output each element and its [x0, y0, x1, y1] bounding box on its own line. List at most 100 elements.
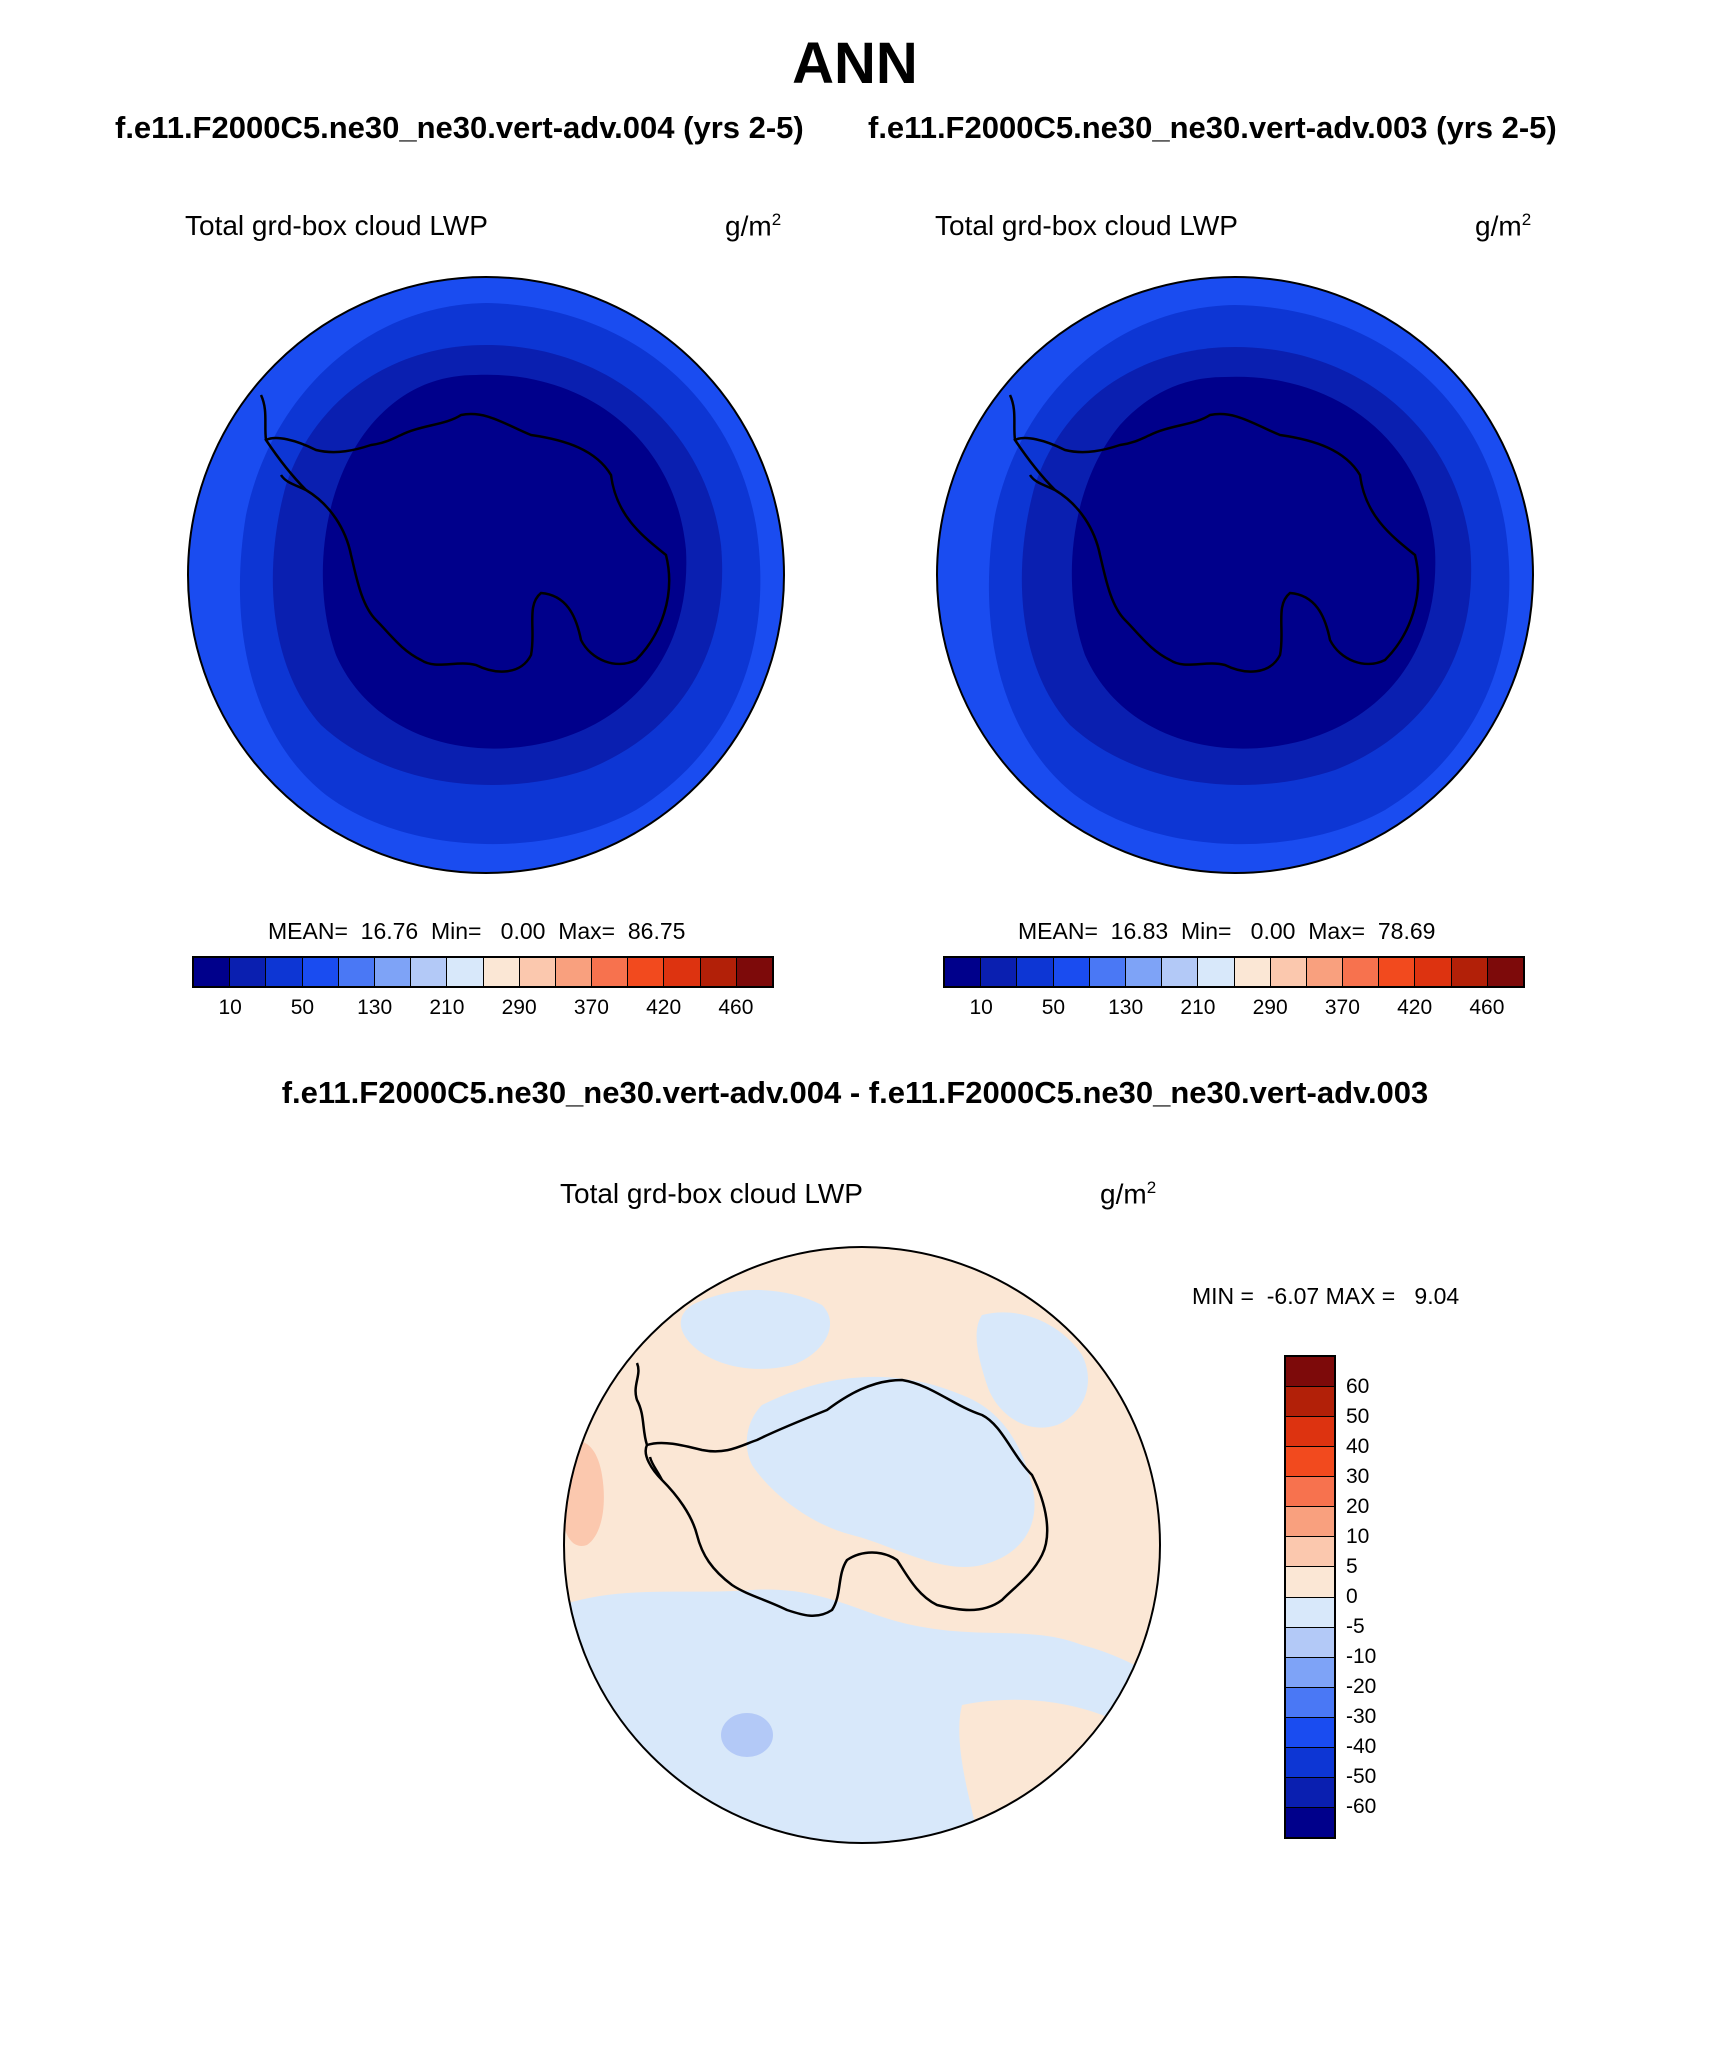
diff-colorbar-tick-label: 10 — [1346, 1525, 1370, 1548]
diff-colorbar-tick-label: 50 — [1346, 1405, 1370, 1428]
right-coastline — [1013, 412, 1420, 673]
right-colorbar-tick-label: 460 — [1469, 996, 1505, 1019]
diff-colorbar-box-13 — [1286, 1747, 1334, 1778]
diff-colorbar-box-15 — [1286, 1807, 1334, 1837]
right-colorbar-tick-label: 290 — [1252, 996, 1288, 1019]
diff-variable-label: Total grd-box cloud LWP — [560, 1178, 863, 1209]
left-colorbar-box-9 — [519, 958, 556, 986]
right-colorbar-box-11 — [1343, 958, 1380, 986]
left-colorbar-box-0 — [194, 958, 231, 986]
diff-colorbar-tick-label: -50 — [1346, 1765, 1377, 1788]
diff-positive-south-band — [959, 1699, 1160, 1843]
right-colorbar-box-1 — [981, 958, 1018, 986]
diff-colorbar-tick-label: 20 — [1346, 1495, 1370, 1518]
diff-colorbar-box-4 — [1286, 1477, 1334, 1508]
left-colorbar-box-10 — [555, 958, 593, 986]
left-colorbar-box-8 — [483, 958, 520, 986]
right-polar-map — [936, 276, 1534, 874]
case-title-left: f.e11.F2000C5.ne30_ne30.vert-adv.004 (yr… — [115, 110, 804, 145]
left-colorbar-box-11 — [592, 958, 629, 986]
diff-colorbar-box-11 — [1286, 1687, 1334, 1718]
right-colorbar-box-0 — [945, 958, 982, 986]
diff-colorbar — [1284, 1355, 1336, 1839]
left-colorbar — [192, 956, 774, 988]
diff-stats: MIN = -6.07 MAX = 9.04 — [1192, 1283, 1460, 1309]
diff-colorbar-tick-label: -5 — [1346, 1615, 1365, 1638]
right-colorbar-tick-label: 370 — [1324, 996, 1360, 1019]
diff-colorbar-box-1 — [1286, 1387, 1334, 1418]
left-peninsula — [259, 394, 307, 492]
left-units: g/m2 — [725, 210, 782, 242]
left-colorbar-box-7 — [447, 958, 484, 986]
right-colorbar-box-2 — [1017, 958, 1054, 986]
diff-colorbar-box-7 — [1286, 1567, 1334, 1598]
right-variable-label: Total grd-box cloud LWP — [935, 210, 1238, 241]
left-colorbar-tick-label: 50 — [290, 996, 315, 1019]
diff-colorbar-tick-label: -60 — [1346, 1795, 1377, 1818]
left-colorbar-box-12 — [628, 958, 665, 986]
left-colorbar-tick-label: 10 — [218, 996, 242, 1019]
right-colorbar-box-9 — [1270, 958, 1307, 986]
left-colorbar-tick-label: 420 — [646, 996, 682, 1019]
right-colorbar-tick-label: 130 — [1108, 996, 1144, 1019]
left-colorbar-box-3 — [302, 958, 339, 986]
diff-coastline — [644, 1378, 1049, 1617]
figure-title: ANN — [792, 31, 918, 96]
diff-negative-patch — [721, 1713, 773, 1757]
right-colorbar-box-4 — [1089, 958, 1126, 986]
diff-colorbar-tick-label: -30 — [1346, 1705, 1377, 1728]
left-colorbar-tick-label: 130 — [357, 996, 393, 1019]
diff-colorbar-tick-label: 60 — [1346, 1375, 1370, 1398]
left-colorbar-box-13 — [664, 958, 701, 986]
right-colorbar-box-15 — [1487, 958, 1523, 986]
left-polar-map — [187, 276, 785, 874]
diff-colorbar-tick-label: 30 — [1346, 1465, 1370, 1488]
diff-negative-east — [976, 1312, 1088, 1428]
right-colorbar-box-8 — [1234, 958, 1271, 986]
diff-colorbar-tick-label: 5 — [1346, 1555, 1358, 1578]
right-colorbar-ticks: 10 50 130 210 290 370 420 460 — [943, 996, 1525, 1026]
left-variable-label: Total grd-box cloud LWP — [185, 210, 488, 241]
right-colorbar-box-12 — [1379, 958, 1416, 986]
diff-negative-interior — [746, 1376, 1035, 1568]
diff-units: g/m2 — [1100, 1178, 1157, 1210]
diff-colorbar-tick-label: 0 — [1346, 1585, 1358, 1608]
right-units: g/m2 — [1475, 210, 1532, 242]
right-colorbar-box-13 — [1415, 958, 1452, 986]
diff-title: f.e11.F2000C5.ne30_ne30.vert-adv.004 - f… — [281, 1075, 1429, 1110]
left-coastline — [264, 412, 671, 673]
diff-colorbar-box-0 — [1286, 1357, 1334, 1388]
right-colorbar-box-3 — [1053, 958, 1090, 986]
right-colorbar-tick-label: 420 — [1397, 996, 1433, 1019]
diff-colorbar-box-9 — [1286, 1627, 1334, 1658]
left-colorbar-box-14 — [700, 958, 737, 986]
right-colorbar-box-14 — [1451, 958, 1488, 986]
left-colorbar-ticks: 10 50 130 210 290 370 420 460 — [192, 996, 774, 1026]
right-colorbar-box-7 — [1198, 958, 1235, 986]
diff-negative-west — [680, 1290, 831, 1369]
right-colorbar-tick-label: 10 — [969, 996, 993, 1019]
left-colorbar-box-6 — [411, 958, 448, 986]
case-title-right: f.e11.F2000C5.ne30_ne30.vert-adv.003 (yr… — [868, 110, 1557, 145]
diff-colorbar-box-3 — [1286, 1447, 1334, 1478]
left-colorbar-box-1 — [230, 958, 267, 986]
diff-colorbar-box-12 — [1286, 1717, 1334, 1748]
left-stats: MEAN= 16.76 Min= 0.00 Max= 86.75 — [268, 918, 686, 944]
left-colorbar-tick-label: 210 — [429, 996, 465, 1019]
right-peninsula — [1008, 394, 1056, 492]
right-colorbar-box-10 — [1306, 958, 1344, 986]
left-colorbar-tick-label: 290 — [501, 996, 537, 1019]
diff-colorbar-ticks: 60 50 40 30 20 10 5 0 -5 -10 -20 -30 -40 -50 -60 — [1346, 1355, 1406, 1839]
left-colorbar-box-5 — [374, 958, 412, 986]
right-colorbar-tick-label: 50 — [1041, 996, 1066, 1019]
diff-colorbar-tick-label: -20 — [1346, 1675, 1377, 1698]
right-colorbar — [943, 956, 1525, 988]
right-colorbar-box-5 — [1125, 958, 1163, 986]
left-colorbar-box-15 — [736, 958, 772, 986]
right-stats: MEAN= 16.83 Min= 0.00 Max= 78.69 — [1018, 918, 1436, 944]
diff-colorbar-box-2 — [1286, 1417, 1334, 1448]
right-colorbar-box-6 — [1162, 958, 1199, 986]
diff-peninsula — [634, 1362, 664, 1481]
diff-colorbar-box-5 — [1286, 1507, 1334, 1538]
left-colorbar-tick-label: 460 — [718, 996, 754, 1019]
